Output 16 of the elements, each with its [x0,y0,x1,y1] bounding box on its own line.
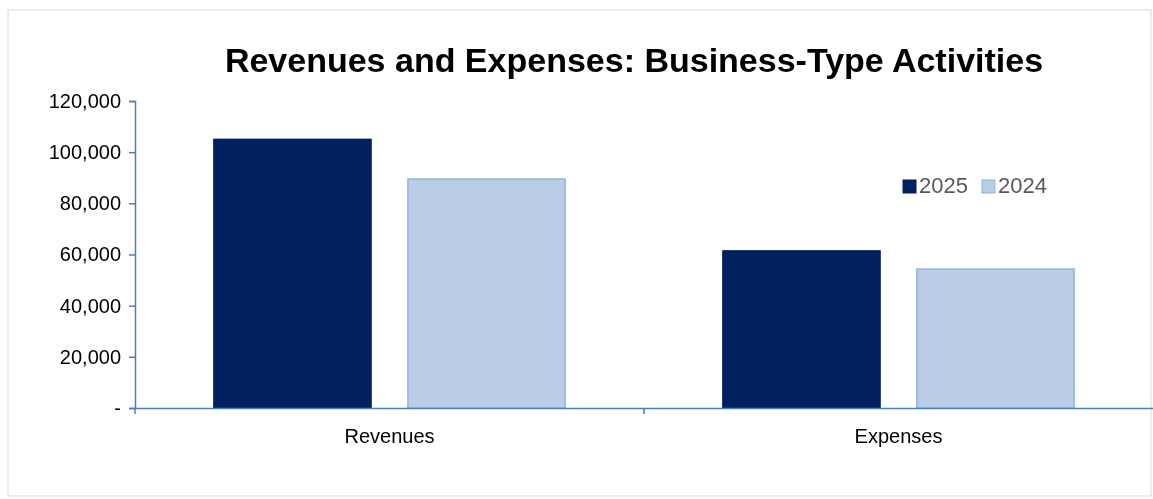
y-tick-label: 120,000 [48,89,121,112]
legend-label: 2024 [997,173,1047,198]
bar [407,178,566,409]
bar [722,250,881,409]
y-tick-label: 20,000 [59,345,121,368]
legend-label: 2025 [919,173,968,198]
y-tick-label: - [114,396,121,419]
bar [213,138,372,409]
y-tick-label: 100,000 [48,141,121,164]
x-tick-label: Revenues [344,425,435,447]
y-tick-label: 40,000 [59,294,121,317]
x-tick-label: Expenses [854,425,943,447]
bar [916,268,1075,409]
y-tick-label: 60,000 [59,243,121,266]
chart-title: Revenues and Expenses: Business-Type Activities [224,41,1044,79]
y-tick-label: 80,000 [59,192,121,215]
